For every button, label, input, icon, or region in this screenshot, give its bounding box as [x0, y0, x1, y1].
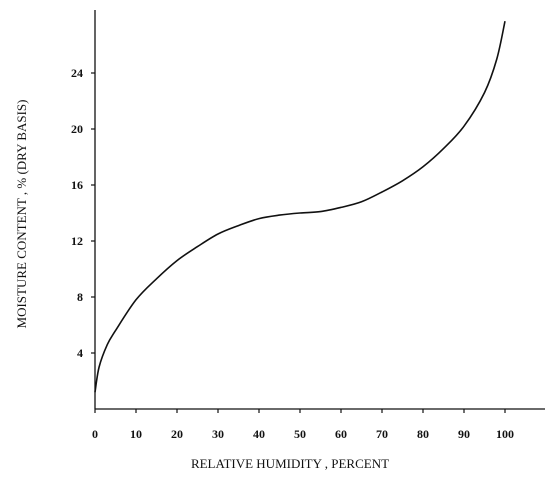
y-tick-label: 4	[77, 346, 83, 360]
y-tick-label: 12	[71, 234, 83, 248]
sorption-isotherm-curve	[94, 21, 506, 393]
x-axis-title: RELATIVE HUMIDITY , PERCENT	[191, 456, 389, 471]
axes	[94, 10, 545, 410]
x-tick-label: 70	[376, 427, 388, 441]
x-tick-label: 30	[212, 427, 224, 441]
x-tick-label: 100	[496, 427, 514, 441]
x-tick-label: 80	[417, 427, 429, 441]
y-tick-label: 20	[71, 122, 83, 136]
x-tick-label: 50	[294, 427, 306, 441]
x-tick-label: 60	[335, 427, 347, 441]
y-tick-label: 16	[71, 178, 83, 192]
series-group	[94, 21, 506, 393]
x-axis-ticks: 0 10 20 30 40 50 60 70 80 90 100	[92, 409, 514, 441]
y-tick-label: 8	[77, 290, 83, 304]
y-axis-title: MOISTURE CONTENT , % (DRY BASIS)	[14, 100, 29, 329]
y-axis-ticks: 4 8 12 16 20 24	[71, 66, 95, 360]
x-tick-label: 0	[92, 427, 98, 441]
x-tick-label: 90	[458, 427, 470, 441]
x-tick-label: 20	[171, 427, 183, 441]
y-tick-label: 24	[71, 66, 83, 80]
x-tick-label: 40	[253, 427, 265, 441]
x-tick-label: 10	[130, 427, 142, 441]
